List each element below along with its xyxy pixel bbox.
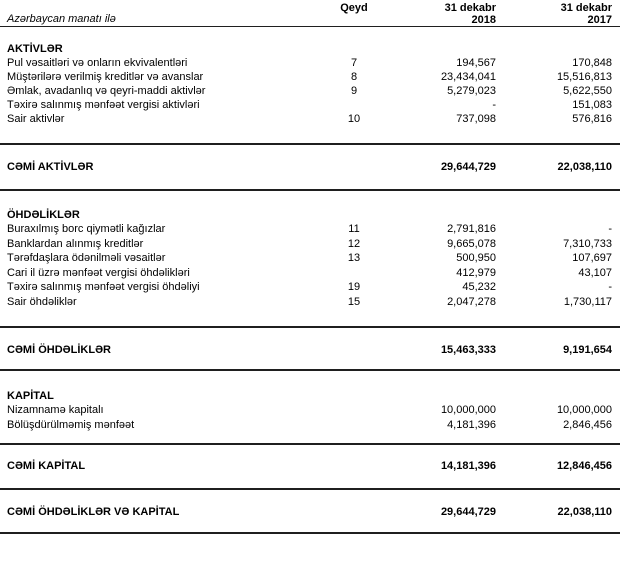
row-note: 12 [347, 237, 361, 250]
table-row: Nizamnamə kapitalı 10,000,000 10,000,000 [0, 403, 620, 418]
table-row: Banklardan alınmış kreditlər 12 9,665,07… [0, 237, 620, 252]
table-row: Sair öhdəliklər 15 2,047,278 1,730,117 [0, 295, 620, 310]
row-value-2017: 10,000,000 [556, 404, 612, 416]
total-value-2017: 22,038,110 [557, 161, 612, 173]
grand-total-value-2018: 29,644,729 [440, 506, 496, 518]
row-value-2017: 576,816 [572, 113, 612, 125]
row-label: Tərəfdaşlara ödənilməli vəsaitlər [7, 252, 166, 264]
table-row: Təxirə salınmış mənfəət vergisi aktivlər… [0, 98, 620, 112]
row-label: Cari il üzrə mənfəət vergisi öhdəlikləri [7, 266, 190, 279]
row-label: Buraxılmış borc qiymətli kağızlar [7, 223, 166, 235]
table-row: Müştərilərə verilmiş kreditlər və avansl… [0, 70, 620, 84]
currency-note: Azərbaycan manatı ilə [7, 13, 116, 25]
row-note: 7 [350, 57, 358, 69]
row-value-2018: 10,000,000 [440, 404, 496, 416]
total-label: CƏMİ KAPİTAL [7, 460, 86, 472]
row-value-2017: 2,846,456 [563, 418, 612, 431]
row-note: 10 [347, 113, 361, 125]
row-label: Bölüşdürülməmiş mənfəət [7, 418, 135, 431]
row-label: Təxirə salınmış mənfəət vergisi öhdəliyi [7, 281, 200, 293]
total-row-ohdelikler: CƏMİ ÖHDƏLİKLƏR 15,463,333 9,191,654 [0, 326, 620, 371]
column-header-2017-year: 2017 [587, 14, 612, 26]
row-value-2017: 43,107 [578, 266, 612, 279]
section-heading-kapital: KAPİTAL [7, 390, 54, 402]
row-value-2017: - [608, 223, 612, 235]
row-label: Sair aktivlər [7, 113, 65, 125]
table-row: Pul vəsaitləri və onların ekvivalentləri… [0, 56, 620, 70]
row-value-2017: 7,310,733 [563, 237, 612, 250]
column-header-2018-date: 31 dekabr [444, 2, 496, 14]
table-row: Təxirə salınmış mənfəət vergisi öhdəliyi… [0, 280, 620, 295]
row-value-2018: 45,232 [462, 281, 496, 293]
table-row: Əmlak, avadanlıq və qeyri-maddi aktivlər… [0, 84, 620, 98]
table-row: Cari il üzrə mənfəət vergisi öhdəlikləri… [0, 266, 620, 281]
row-note: 15 [347, 295, 361, 308]
total-label: CƏMİ ÖHDƏLİKLƏR [7, 344, 112, 356]
grand-total-row: CƏMİ ÖHDƏLİKLƏR VƏ KAPİTAL 29,644,729 22… [0, 490, 620, 534]
row-value-2017: 107,697 [572, 252, 612, 264]
column-header-qeyd: Qeyd [340, 2, 368, 14]
row-label: Pul vəsaitləri və onların ekvivalentləri [7, 57, 188, 69]
row-label: Banklardan alınmış kreditlər [7, 237, 144, 250]
row-value-2018: 194,567 [456, 57, 496, 69]
total-value-2018: 14,181,396 [440, 460, 496, 472]
grand-total-label: CƏMİ ÖHDƏLİKLƏR VƏ KAPİTAL [7, 506, 180, 518]
row-value-2018: 4,181,396 [447, 418, 496, 431]
row-label: Sair öhdəliklər [7, 295, 77, 308]
row-value-2017: 170,848 [572, 57, 612, 69]
table-row: Sair aktivlər 10 737,098 576,816 [0, 112, 620, 126]
total-value-2018: 15,463,333 [440, 344, 496, 356]
total-value-2017: 12,846,456 [556, 460, 612, 472]
grand-total-value-2017: 22,038,110 [557, 506, 612, 518]
row-note: 19 [347, 281, 361, 293]
row-value-2018: 5,279,023 [447, 85, 496, 97]
row-value-2017: - [608, 281, 612, 293]
row-label: Nizamnamə kapitalı [7, 404, 104, 416]
row-note: 11 [348, 223, 360, 235]
row-value-2017: 5,622,550 [563, 85, 612, 97]
total-label: CƏMİ AKTİVLƏR [7, 161, 94, 173]
column-header-2018: 31 dekabr 2018 [380, 2, 496, 26]
row-value-2018: 9,665,078 [447, 237, 496, 250]
row-value-2018: 23,434,041 [440, 71, 496, 83]
row-value-2018: 2,047,278 [447, 295, 496, 308]
row-value-2017: 151,083 [572, 99, 612, 111]
section-heading-ohdelikler: ÖHDƏLİKLƏR [7, 209, 80, 221]
table-row: Buraxılmış borc qiymətli kağızlar 11 2,7… [0, 222, 620, 237]
total-row-kapital: CƏMİ KAPİTAL 14,181,396 12,846,456 [0, 443, 620, 490]
column-header-2017-date: 31 dekabr [560, 2, 612, 14]
column-header-2017: 31 dekabr 2017 [496, 2, 612, 26]
row-value-2017: 15,516,813 [556, 71, 612, 83]
total-row-aktivler: CƏMİ AKTİVLƏR 29,644,729 22,038,110 [0, 143, 620, 191]
row-value-2018: - [492, 99, 496, 111]
row-value-2017: 1,730,117 [563, 295, 612, 308]
column-header-2018-year: 2018 [471, 14, 496, 26]
table-row: Bölüşdürülməmiş mənfəət 4,181,396 2,846,… [0, 418, 620, 433]
table-header: Azərbaycan manatı ilə Qeyd 31 dekabr 201… [0, 0, 620, 27]
row-label: Təxirə salınmış mənfəət vergisi aktivlər… [7, 99, 200, 111]
row-label: Əmlak, avadanlıq və qeyri-maddi aktivlər [7, 85, 206, 97]
row-value-2018: 2,791,816 [447, 223, 496, 235]
table-row: Tərəfdaşlara ödənilməli vəsaitlər 13 500… [0, 251, 620, 266]
row-value-2018: 412,979 [456, 266, 496, 279]
row-note: 13 [347, 252, 361, 264]
total-value-2018: 29,644,729 [440, 161, 496, 173]
row-value-2018: 737,098 [456, 113, 496, 125]
row-label: Müştərilərə verilmiş kreditlər və avansl… [7, 71, 204, 83]
row-note: 9 [350, 85, 358, 97]
section-heading-aktivler: AKTİVLƏR [7, 43, 63, 55]
row-value-2018: 500,950 [456, 252, 496, 264]
row-note: 8 [350, 71, 358, 83]
total-value-2017: 9,191,654 [563, 344, 612, 356]
